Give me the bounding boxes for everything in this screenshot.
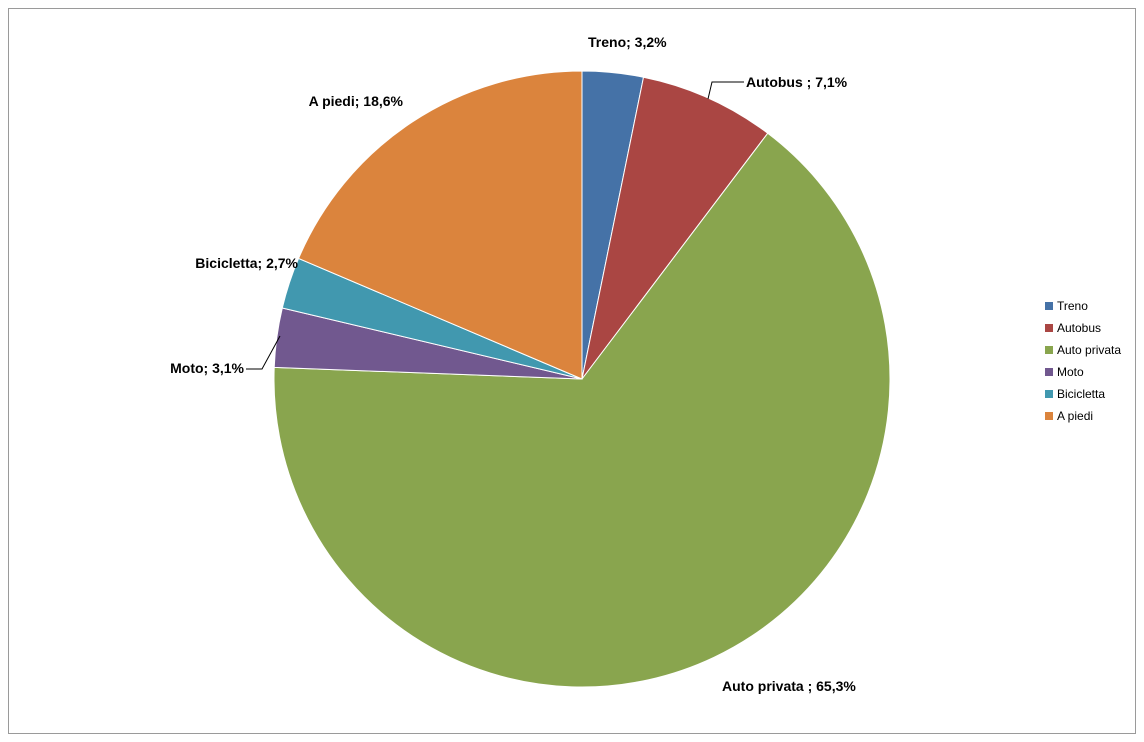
legend-label-a-piedi: A piedi — [1057, 409, 1093, 423]
pie-slice-auto-privata — [273, 132, 891, 688]
legend-swatch-treno — [1045, 302, 1053, 310]
legend-swatch-auto-privata — [1045, 346, 1053, 354]
data-label-a-piedi: A piedi; 18,6% — [309, 93, 404, 109]
data-label-bicicletta: Bicicletta; 2,7% — [195, 255, 298, 271]
data-label-moto: Moto; 3,1% — [170, 360, 244, 376]
legend-swatch-moto — [1045, 368, 1053, 376]
legend-label-treno: Treno — [1057, 299, 1088, 313]
legend: Treno Autobus Auto privata Moto Bicicletta A … — [1045, 299, 1121, 423]
data-label-treno: Treno; 3,2% — [588, 34, 667, 50]
legend-swatch-a-piedi — [1045, 412, 1053, 420]
leader-lines — [246, 81, 744, 370]
leader-line-autobus — [707, 81, 744, 100]
data-label-auto-privata: Auto privata ; 65,3% — [722, 678, 856, 694]
leader-line-moto — [246, 335, 281, 370]
legend-swatch-autobus — [1045, 324, 1053, 332]
pie-slices — [273, 70, 891, 688]
legend-label-auto-privata: Auto privata — [1057, 343, 1121, 357]
legend-label-bicicletta: Bicicletta — [1057, 387, 1105, 401]
pie-slice-autobus — [581, 76, 769, 380]
legend-label-moto: Moto — [1057, 365, 1084, 379]
legend-swatch-bicicletta — [1045, 390, 1053, 398]
pie-slice-a-piedi — [297, 70, 583, 380]
data-labels: Treno; 3,2% Autobus ; 7,1% Auto privata ; … — [170, 34, 856, 694]
legend-label-autobus: Autobus — [1057, 321, 1101, 335]
data-label-autobus: Autobus ; 7,1% — [746, 74, 848, 90]
